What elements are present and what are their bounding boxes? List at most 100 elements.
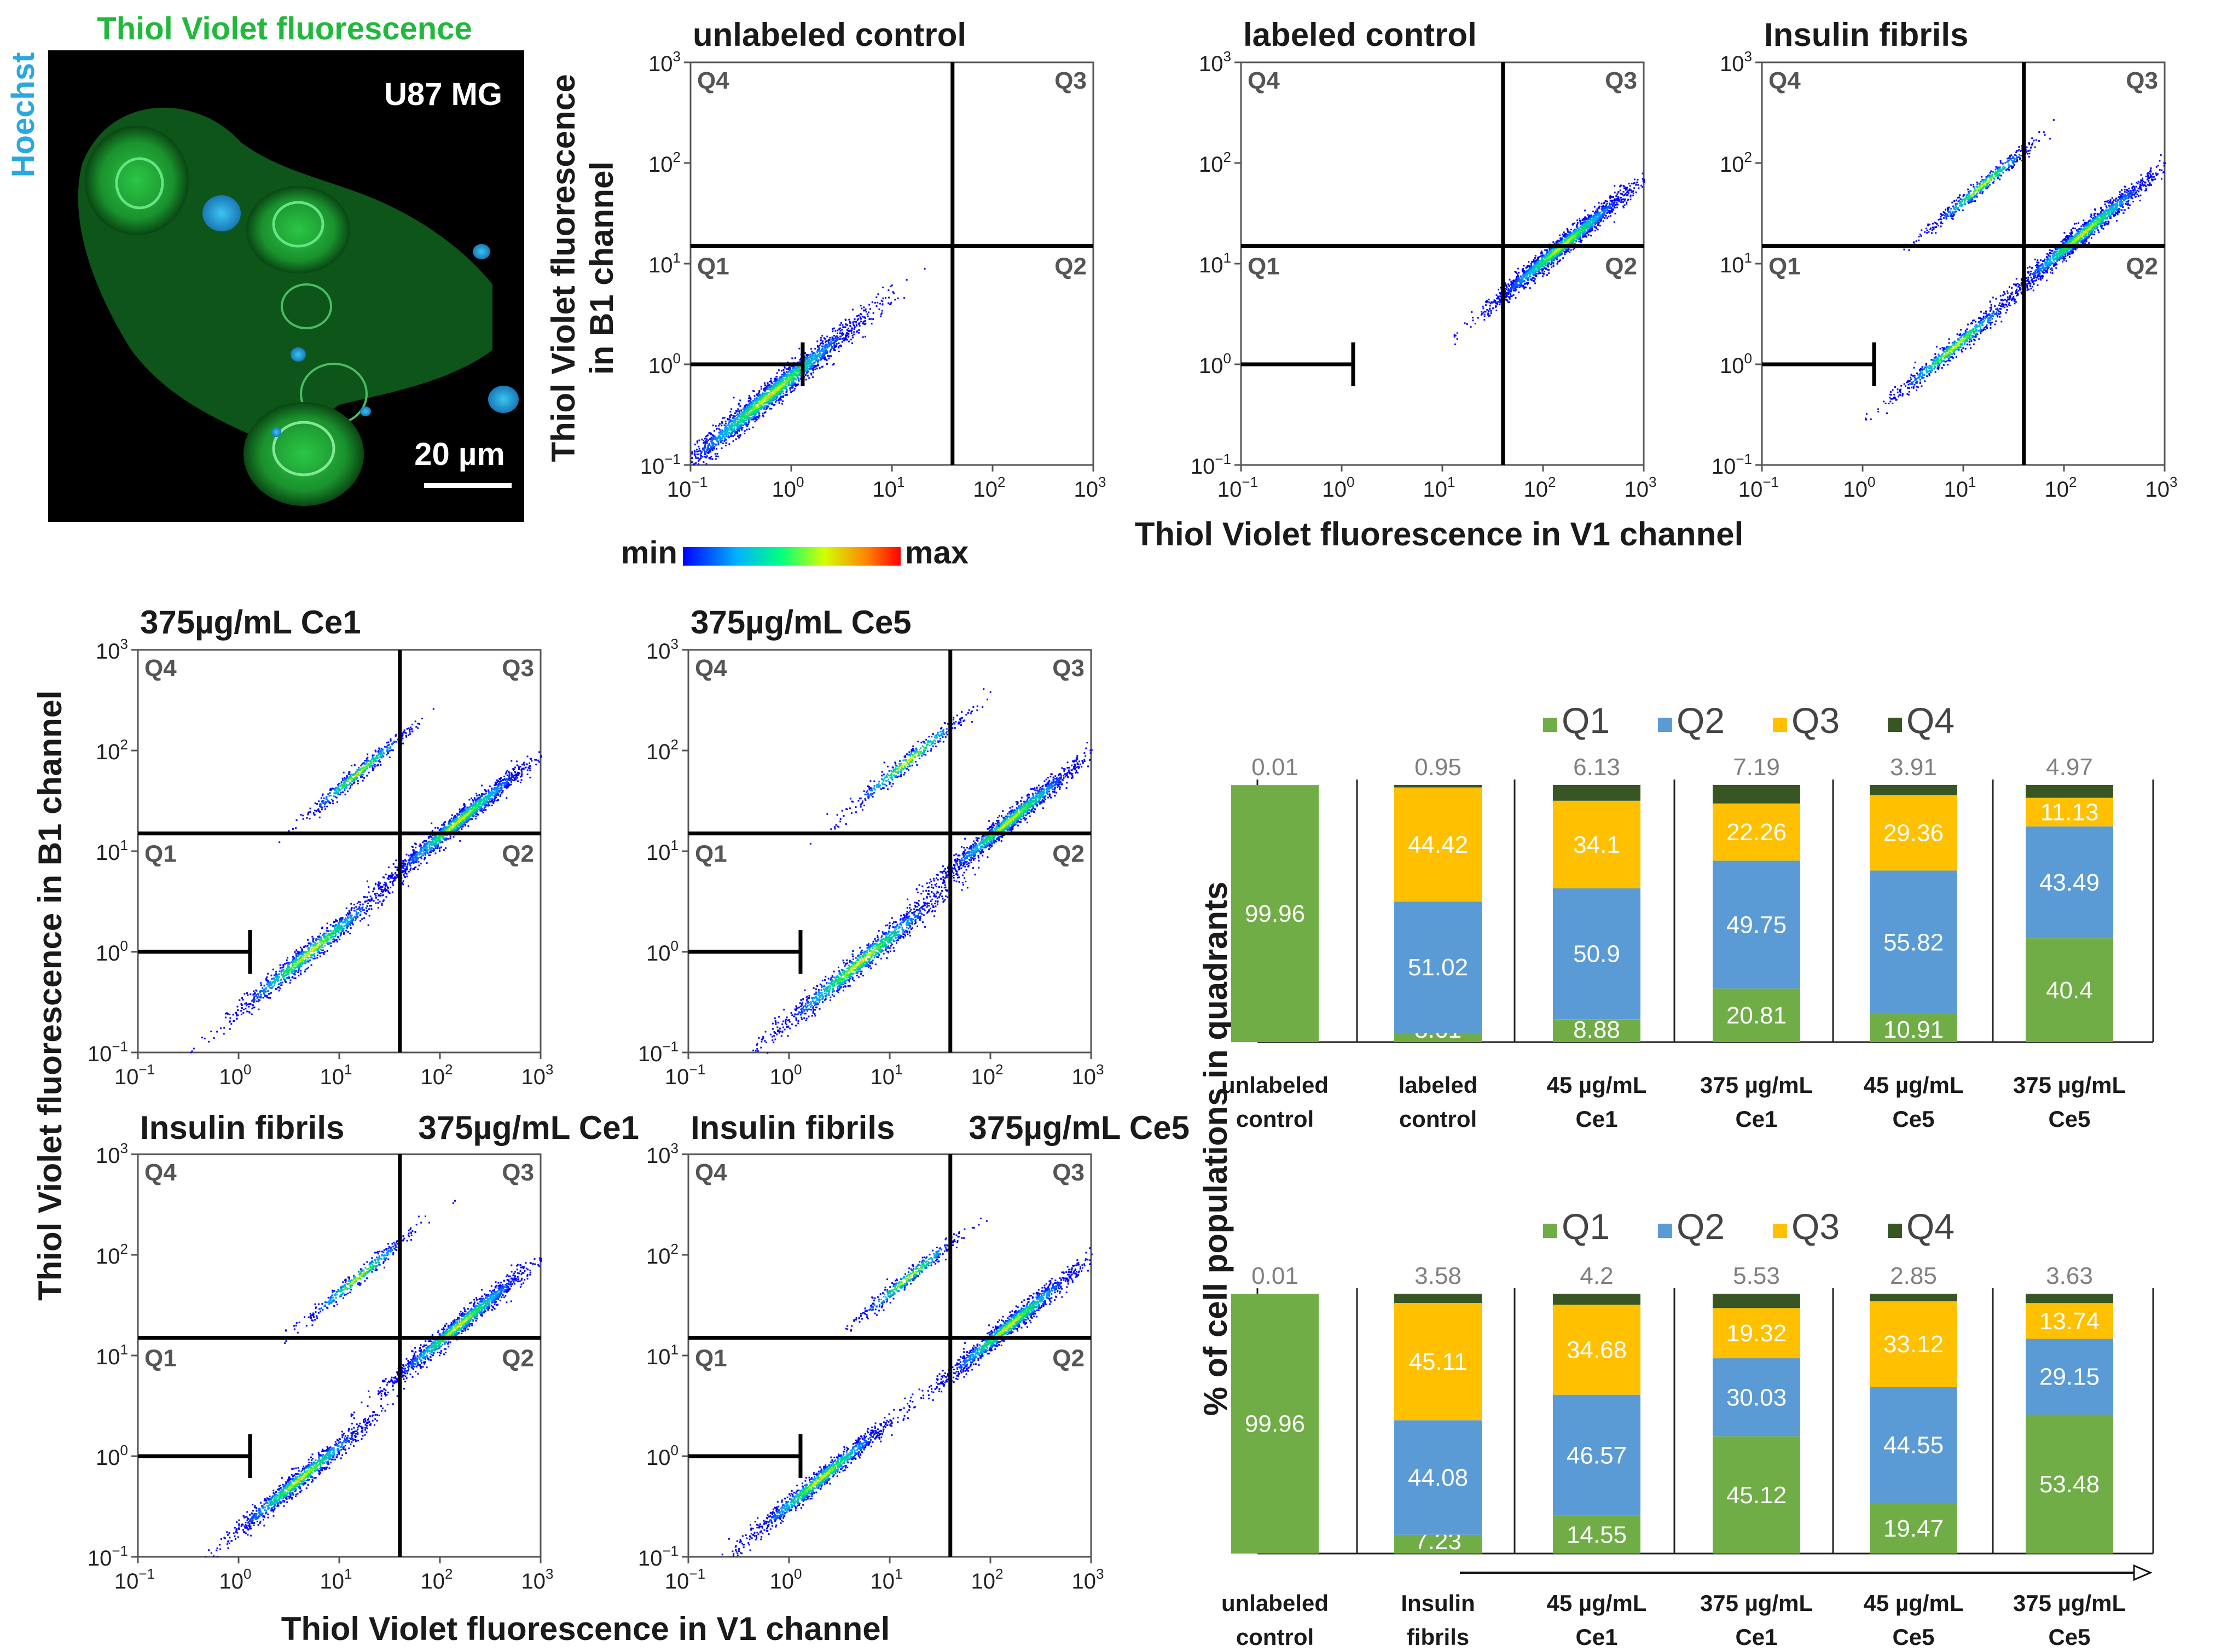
data-point: [1604, 211, 1605, 213]
data-point: [704, 449, 706, 451]
data-point: [1556, 242, 1558, 245]
data-point: [764, 393, 766, 395]
data-point: [787, 373, 789, 375]
data-point: [1554, 253, 1556, 255]
data-point: [906, 279, 908, 281]
data-point: [1550, 249, 1552, 251]
data-point: [1538, 272, 1540, 275]
data-point: [1624, 187, 1626, 188]
data-point: [1559, 237, 1562, 239]
data-point: [2072, 236, 2074, 239]
data-point: [758, 389, 761, 392]
data-point: [727, 429, 729, 431]
data-point: [1507, 292, 1510, 294]
data-point: [764, 411, 767, 413]
data-point: [701, 451, 703, 453]
data-point: [1567, 236, 1569, 239]
data-point: [766, 399, 768, 402]
data-point: [1574, 230, 1576, 231]
data-point: [779, 398, 781, 400]
data-point: [785, 386, 787, 388]
data-point: [1515, 284, 1517, 287]
data-point: [755, 402, 757, 404]
data-point: [816, 364, 818, 367]
data-point: [849, 322, 851, 324]
data-point: [716, 448, 717, 450]
data-point: [1524, 283, 1527, 284]
data-point: [786, 382, 788, 384]
data-point: [1642, 178, 1644, 180]
data-point: [1616, 193, 1619, 195]
data-point: [781, 374, 783, 376]
data-point: [1580, 231, 1582, 232]
data-point: [1611, 206, 1614, 208]
data-point: [736, 410, 738, 412]
data-point: [1505, 284, 1507, 286]
data-point: [737, 408, 739, 410]
data-point: [775, 399, 778, 402]
data-point: [1573, 247, 1575, 249]
data-point: [740, 420, 742, 422]
data-point: [1591, 228, 1593, 230]
data-point: [1495, 305, 1497, 307]
data-point: [775, 393, 778, 395]
data-point: [718, 424, 720, 427]
data-point: [1623, 194, 1625, 196]
data-point: [1547, 264, 1549, 266]
data-point: [705, 451, 708, 453]
data-point: [738, 418, 740, 421]
data-point: [785, 381, 787, 383]
data-point: [1590, 216, 1592, 218]
data-point: [852, 336, 854, 339]
data-point: [756, 393, 758, 395]
data-point: [1635, 191, 1637, 194]
data-point: [750, 403, 752, 405]
data-point: [729, 411, 732, 413]
data-point: [2157, 165, 2159, 167]
data-point: [1576, 232, 1578, 234]
data-point: [708, 448, 710, 450]
data-point: [844, 326, 846, 328]
data-point: [749, 408, 750, 409]
data-point: [2080, 231, 2083, 234]
data-point: [737, 424, 739, 426]
data-point: [882, 287, 884, 288]
data-point: [739, 418, 741, 421]
data-point: [832, 364, 834, 366]
data-point: [2103, 201, 2106, 203]
data-point: [1540, 261, 1542, 263]
data-point: [797, 367, 799, 369]
data-point: [1617, 191, 1620, 193]
data-point: [1542, 259, 1544, 261]
data-point: [795, 385, 797, 387]
data-point: [797, 373, 799, 375]
data-point: [763, 412, 766, 414]
data-point: [1593, 226, 1596, 228]
data-point: [1630, 189, 1632, 191]
data-point: [747, 423, 749, 426]
data-point: [1534, 270, 1536, 272]
data-point: [770, 380, 772, 382]
data-point: [806, 361, 808, 363]
data-point: [722, 417, 724, 419]
data-point: [2136, 185, 2137, 188]
data-point: [2002, 294, 2004, 296]
data-point: [2075, 248, 2077, 251]
data-point: [1525, 271, 1527, 273]
data-point: [756, 394, 758, 397]
data-point: [735, 424, 738, 426]
data-point: [2035, 272, 2037, 274]
data-point: [1540, 251, 1542, 252]
data-point: [778, 389, 780, 392]
data-point: [1544, 258, 1546, 260]
data-point: [755, 407, 757, 409]
data-point: [1550, 255, 1552, 258]
data-point: [778, 398, 780, 400]
data-point: [770, 403, 773, 405]
data-point: [1598, 212, 1600, 214]
data-point: [706, 452, 709, 454]
data-point: [708, 439, 710, 441]
data-point: [1580, 232, 1581, 235]
data-point: [1600, 218, 1602, 220]
data-point: [776, 372, 778, 374]
